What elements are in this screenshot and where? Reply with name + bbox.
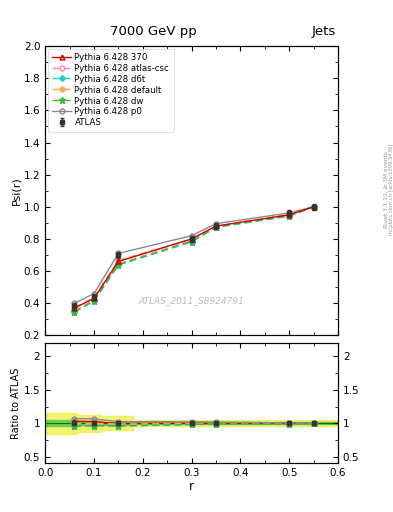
Pythia 6.428 dw xyxy=(287,213,292,219)
Pythia 6.428 atlas-csc xyxy=(92,297,96,303)
Text: mcplots.cern.ch [arXiv:1306.3436]: mcplots.cern.ch [arXiv:1306.3436] xyxy=(389,144,393,235)
Pythia 6.428 dw xyxy=(92,298,96,304)
Pythia 6.428 dw xyxy=(214,224,219,230)
Line: Pythia 6.428 d6t: Pythia 6.428 d6t xyxy=(72,205,316,314)
Pythia 6.428 atlas-csc xyxy=(214,224,219,230)
Pythia 6.428 d6t xyxy=(189,239,194,245)
Pythia 6.428 default xyxy=(189,236,194,242)
Pythia 6.428 d6t xyxy=(311,204,316,210)
Line: Pythia 6.428 dw: Pythia 6.428 dw xyxy=(72,204,317,315)
Pythia 6.428 p0 xyxy=(72,300,77,306)
Pythia 6.428 dw xyxy=(189,239,194,245)
Line: Pythia 6.428 atlas-csc: Pythia 6.428 atlas-csc xyxy=(72,204,316,313)
Line: Pythia 6.428 default: Pythia 6.428 default xyxy=(72,204,316,310)
Pythia 6.428 default xyxy=(287,211,292,217)
Y-axis label: Psi(r): Psi(r) xyxy=(11,176,21,205)
Pythia 6.428 370 xyxy=(72,305,77,311)
Pythia 6.428 dw xyxy=(72,309,77,315)
Line: Pythia 6.428 370: Pythia 6.428 370 xyxy=(72,204,316,310)
Pythia 6.428 dw xyxy=(311,204,316,210)
Pythia 6.428 d6t xyxy=(214,224,219,230)
Pythia 6.428 default xyxy=(72,304,77,310)
Pythia 6.428 atlas-csc xyxy=(189,238,194,244)
Pythia 6.428 370 xyxy=(189,236,194,242)
Pythia 6.428 370 xyxy=(311,204,316,210)
Pythia 6.428 d6t xyxy=(287,213,292,219)
Pythia 6.428 d6t xyxy=(116,262,121,268)
Pythia 6.428 p0 xyxy=(189,232,194,239)
Pythia 6.428 p0 xyxy=(116,250,121,257)
Text: Rivet 3.1.10, ≥ 3M events: Rivet 3.1.10, ≥ 3M events xyxy=(384,151,389,228)
Pythia 6.428 p0 xyxy=(287,210,292,216)
Pythia 6.428 370 xyxy=(287,212,292,218)
Pythia 6.428 p0 xyxy=(92,290,96,296)
Pythia 6.428 p0 xyxy=(214,221,219,227)
Pythia 6.428 p0 xyxy=(311,204,316,210)
Pythia 6.428 dw xyxy=(116,262,121,268)
Pythia 6.428 default xyxy=(92,294,96,301)
Pythia 6.428 370 xyxy=(214,223,219,229)
Pythia 6.428 d6t xyxy=(92,298,96,304)
Text: 7000 GeV pp: 7000 GeV pp xyxy=(110,26,196,38)
Text: Jets: Jets xyxy=(312,26,336,38)
Pythia 6.428 atlas-csc xyxy=(287,212,292,219)
Y-axis label: Ratio to ATLAS: Ratio to ATLAS xyxy=(11,368,21,439)
Pythia 6.428 default xyxy=(116,257,121,263)
Pythia 6.428 d6t xyxy=(72,309,77,315)
Text: ATLAS_2011_S8924791: ATLAS_2011_S8924791 xyxy=(139,296,244,305)
Pythia 6.428 atlas-csc xyxy=(72,307,77,313)
Pythia 6.428 370 xyxy=(92,295,96,302)
Legend: Pythia 6.428 370, Pythia 6.428 atlas-csc, Pythia 6.428 d6t, Pythia 6.428 default: Pythia 6.428 370, Pythia 6.428 atlas-csc… xyxy=(48,49,174,132)
Pythia 6.428 default xyxy=(311,204,316,210)
Pythia 6.428 atlas-csc xyxy=(116,261,121,267)
X-axis label: r: r xyxy=(189,480,194,493)
Pythia 6.428 370 xyxy=(116,259,121,265)
Pythia 6.428 atlas-csc xyxy=(311,204,316,210)
Line: Pythia 6.428 p0: Pythia 6.428 p0 xyxy=(72,204,316,306)
Pythia 6.428 default xyxy=(214,223,219,229)
